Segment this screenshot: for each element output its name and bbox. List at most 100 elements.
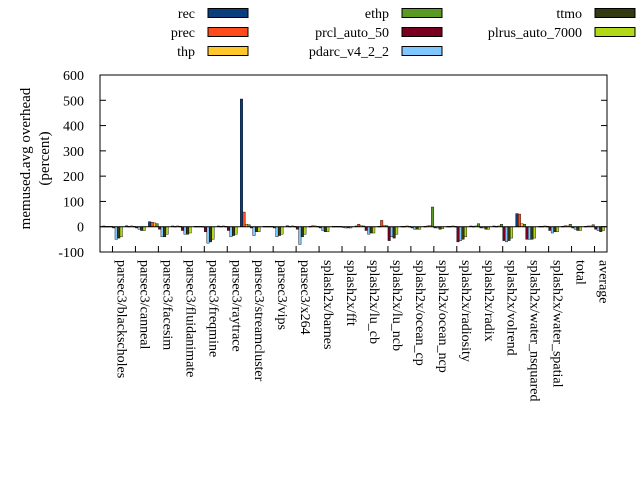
bar-pdarc_v4_2_2 (367, 226, 371, 235)
bar-pdarc_v4_2_2 (206, 226, 210, 244)
bar-pdarc_v4_2_2 (550, 226, 554, 234)
legend-label: ttmo (556, 7, 582, 22)
bar-rec (515, 213, 519, 227)
bar-plrus_auto_7000 (211, 226, 215, 240)
legend-swatch (401, 27, 443, 37)
bar-rec (148, 221, 152, 227)
bar-plrus_auto_7000 (326, 226, 330, 232)
x-tick-label: average (596, 260, 611, 304)
bar-thp (153, 222, 157, 227)
legend-swatch (207, 46, 249, 56)
y-axis-ticks: -100 0 100 200 300 400 500 600 (58, 69, 84, 261)
bar-plrus_auto_7000 (510, 226, 513, 239)
x-tick-label: parsec3/blackscholes (113, 260, 128, 378)
bar-pdarc_v4_2_2 (321, 226, 325, 231)
legend-label: pdarc_v4_2_2 (309, 45, 389, 60)
bar-plrus_auto_7000 (188, 226, 192, 234)
bar-ttmo (163, 226, 167, 238)
legend-label: thp (177, 45, 195, 60)
bar-plrus_auto_7000 (119, 226, 123, 238)
x-tick-label: parsec3/x264 (297, 260, 312, 335)
legend-label: prec (171, 26, 195, 41)
bar-ttmo (530, 226, 534, 240)
bar-pdarc_v4_2_2 (390, 226, 394, 238)
bar-ttmo (209, 226, 212, 243)
x-tick-label: total (573, 260, 588, 285)
bar-prec (380, 220, 384, 227)
bar-pdarc_v4_2_2 (596, 226, 600, 231)
bar-ttmo (232, 226, 235, 236)
plot-frame (99, 74, 608, 253)
y-axis-unit: (percent) (37, 131, 53, 185)
bar-ttmo (507, 226, 511, 241)
y-tick-label: -100 (58, 246, 84, 261)
y-tick-label: 200 (63, 170, 84, 185)
bar-plrus_auto_7000 (395, 226, 399, 235)
bar-ttmo (255, 226, 258, 232)
bar-prec (517, 213, 521, 227)
y-tick-label: 500 (63, 94, 84, 109)
bar-plrus_auto_7000 (555, 226, 559, 232)
bar-ttmo (140, 226, 144, 231)
bar-ethp (431, 206, 435, 227)
bar-ttmo (392, 226, 396, 239)
x-tick-label: parsec3/streamcluster (251, 260, 266, 382)
legend-label: plrus_auto_7000 (488, 26, 582, 41)
bar-ttmo (300, 226, 304, 238)
bar-plrus_auto_7000 (303, 226, 307, 235)
bar-pdarc_v4_2_2 (275, 226, 279, 238)
bar-ttmo (553, 226, 557, 232)
x-tick-label: splash2x/radix (481, 260, 496, 342)
bar-prcl_auto_50 (181, 226, 185, 231)
y-tick-label: 0 (77, 221, 84, 236)
bar-plrus_auto_7000 (234, 226, 238, 235)
bar-prec (150, 221, 154, 227)
legend-swatch (401, 8, 443, 18)
axis-tick-marks (100, 74, 607, 253)
bar-ttmo (186, 226, 190, 235)
x-tick-label: splash2x/barnes (320, 260, 335, 349)
legend-swatch (207, 8, 249, 18)
bar-prcl_auto_50 (525, 226, 529, 240)
bar-prec (242, 211, 246, 227)
bar-pdarc_v4_2_2 (252, 226, 256, 236)
x-tick-label: parsec3/fluidanimate (182, 260, 197, 377)
bar-prcl_auto_50 (456, 226, 460, 243)
x-tick-label: splash2x/ocean_ncp (435, 260, 450, 373)
bar-plrus_auto_7000 (601, 226, 605, 231)
x-tick-label: parsec3/canneal (136, 260, 151, 349)
y-axis-label: memused.avg overhead (18, 87, 34, 229)
y-tick-label: 600 (63, 69, 84, 84)
x-tick-label: splash2x/lu_ncb (389, 260, 404, 351)
y-tick-label: 400 (63, 120, 84, 135)
legend-label: prcl_auto_50 (315, 26, 389, 41)
bar-pdarc_v4_2_2 (160, 226, 164, 238)
bar-pdarc_v4_2_2 (183, 226, 187, 235)
x-tick-label: splash2x/water_nsquared (527, 260, 542, 402)
bar-ttmo (576, 226, 580, 231)
bar-prcl_auto_50 (364, 226, 368, 231)
bar-pdarc_v4_2_2 (298, 226, 302, 245)
bar-pdarc_v4_2_2 (114, 226, 118, 240)
bar-pdarc_v4_2_2 (527, 226, 531, 240)
bar-plrus_auto_7000 (280, 226, 284, 235)
x-tick-label: parsec3/facesim (159, 260, 174, 350)
x-tick-label: parsec3/vips (274, 260, 289, 330)
y-tick-label: 100 (63, 195, 84, 210)
bar-ttmo (461, 226, 465, 240)
x-tick-label: splash2x/radiosity (458, 260, 473, 362)
bar-prcl_auto_50 (227, 226, 230, 231)
bar-pdarc_v4_2_2 (505, 226, 508, 243)
x-tick-label: splash2x/water_spatial (550, 260, 565, 388)
legend-swatch (594, 27, 636, 37)
bar-plrus_auto_7000 (165, 226, 169, 235)
x-tick-label: parsec3/raytrace (228, 260, 243, 352)
x-tick-label: splash2x/lu_cb (366, 260, 381, 344)
bar-ttmo (277, 226, 281, 236)
bar-ttmo (117, 226, 121, 239)
legend-label: rec (178, 7, 195, 22)
bar-pdarc_v4_2_2 (459, 226, 462, 241)
bar-ttmo (369, 226, 373, 234)
legend-swatch (594, 8, 636, 18)
